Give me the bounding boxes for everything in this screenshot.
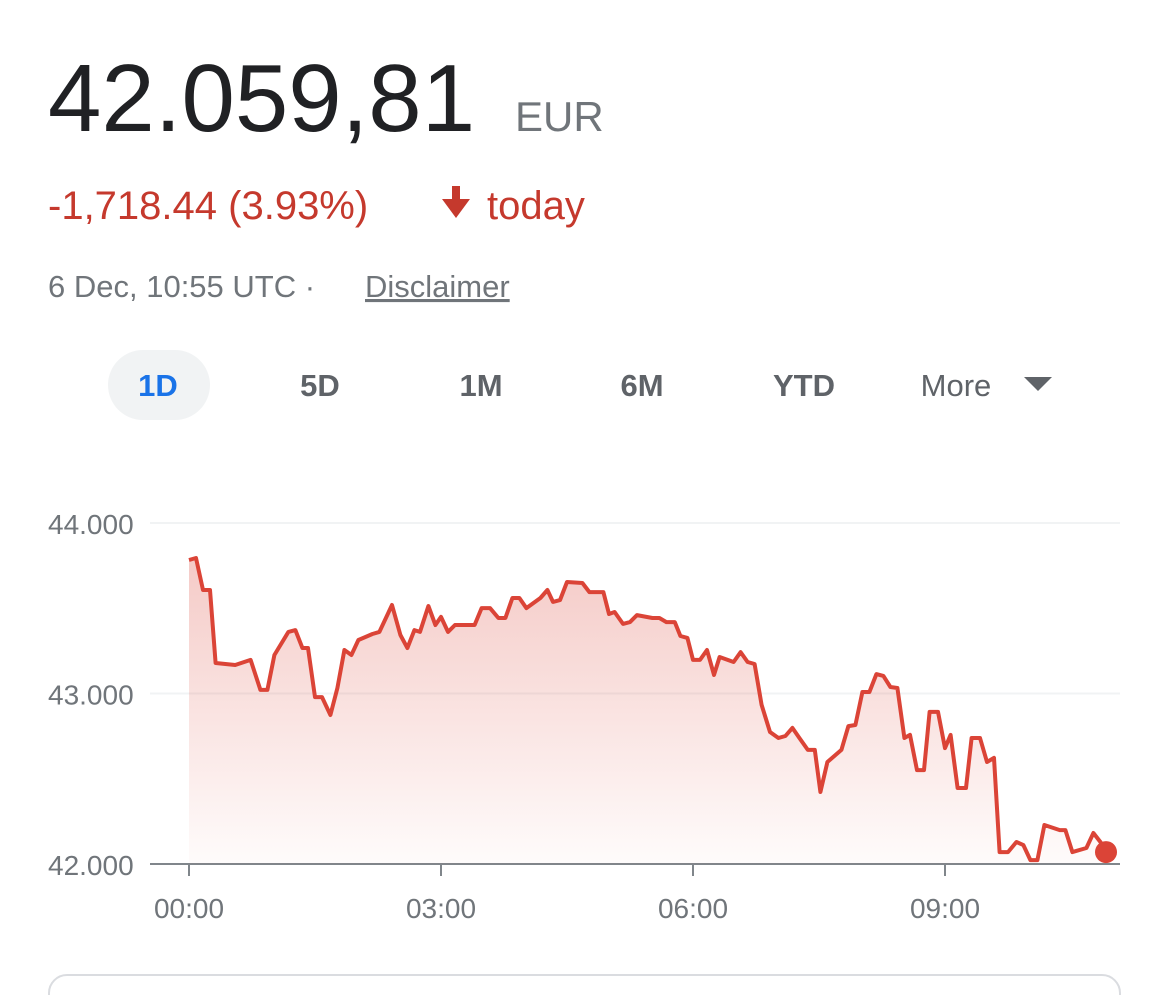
disclaimer-link[interactable]: Disclaimer xyxy=(365,269,510,304)
tab[interactable]: YTD xyxy=(773,368,835,403)
change-period: today xyxy=(487,184,585,228)
x-tick-label: 06:00 xyxy=(658,893,728,924)
price: 42.059,81 xyxy=(48,45,475,152)
timestamp: 6 Dec, 10:55 UTC · xyxy=(48,269,315,304)
card xyxy=(48,974,1121,995)
tab[interactable]: 5D xyxy=(300,368,340,403)
area xyxy=(189,558,1106,864)
x-tick-label: 09:00 xyxy=(910,893,980,924)
tab[interactable]: 1D xyxy=(138,368,178,403)
y-tick-label: 44.000 xyxy=(48,509,134,540)
tab[interactable]: More xyxy=(921,368,992,403)
last-point xyxy=(1095,841,1117,864)
down-arrow xyxy=(442,186,470,218)
price-line xyxy=(188,556,1108,863)
change: -1,718.44 (3.93%) xyxy=(48,184,368,228)
more-caret xyxy=(1024,377,1052,391)
tab[interactable]: 1M xyxy=(459,368,502,403)
y-tick-label: 42.000 xyxy=(48,850,134,881)
tab[interactable]: 6M xyxy=(620,368,663,403)
y-tick-label: 43.000 xyxy=(48,680,134,711)
tab-selected-bg xyxy=(108,350,210,420)
x-tick-label: 00:00 xyxy=(154,893,224,924)
currency: EUR xyxy=(515,93,604,140)
x-tick-label: 03:00 xyxy=(406,893,476,924)
